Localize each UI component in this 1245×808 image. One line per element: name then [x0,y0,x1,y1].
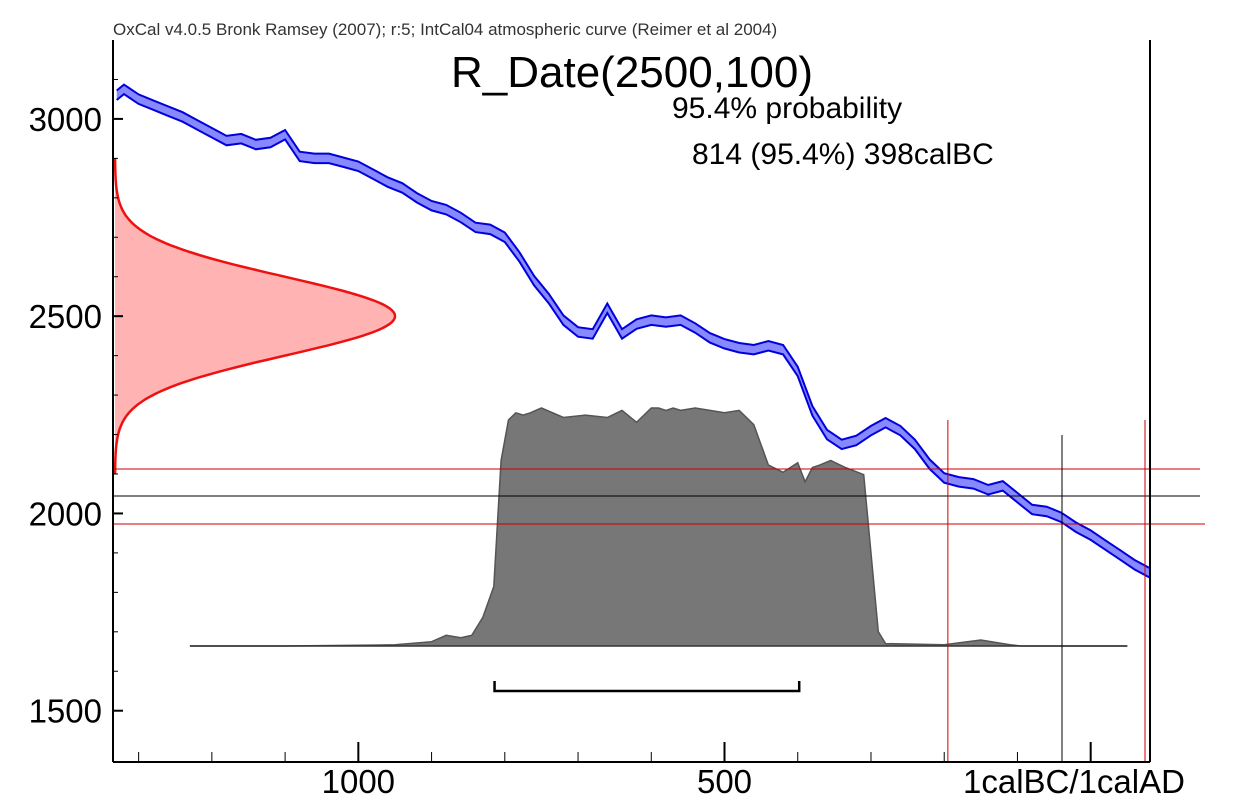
curve-lower-edge [116,92,1150,579]
x-tick-label: 500 [697,763,752,800]
software-credit: OxCal v4.0.5 Bronk Ramsey (2007); r:5; I… [113,20,777,39]
range-label: 814 (95.4%) 398calBC [692,138,994,171]
x-axis-ticks: 1000 500 1calBC/1calAD [138,742,1185,800]
radiocarbon-date-distribution [113,158,397,474]
x-tick-label: 1000 [322,763,395,800]
guide-lines [113,420,1205,762]
curve-upper-edge [116,83,1150,569]
posterior-edge [189,407,1128,647]
calibrated-distribution [189,407,1128,647]
chart-title: R_Date(2500,100) [451,48,813,97]
y-axis-ticks: 1500 2000 2500 3000 [29,78,123,730]
range-bar [493,681,801,693]
date-curve [113,158,397,474]
y-tick-label: 1500 [29,693,102,730]
calibration-curve [116,83,1150,579]
y-tick-label: 2500 [29,298,102,335]
probability-label: 95.4% probability [672,92,902,125]
range-bar-group [493,681,801,693]
posterior-area [189,408,1128,646]
y-tick-label: 2000 [29,495,102,532]
x-tick-label: 1calBC/1calAD [963,763,1185,800]
date-area [115,158,395,474]
y-tick-label: 3000 [29,101,102,138]
